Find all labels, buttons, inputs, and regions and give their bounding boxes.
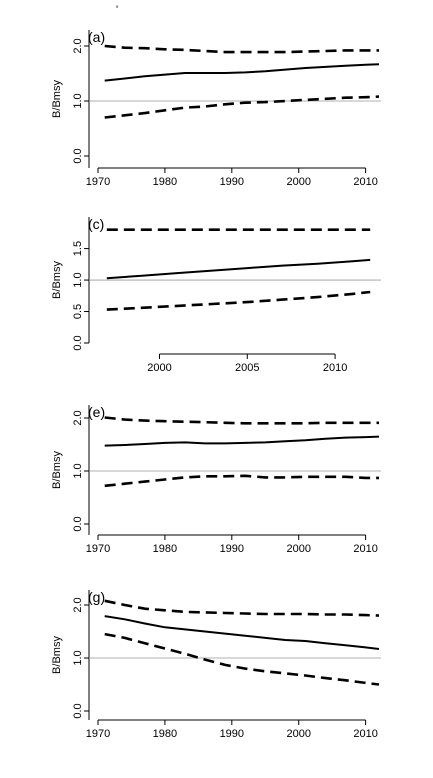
y-tick-label: 0.0: [72, 335, 84, 350]
y-axis-label: B/Bmsy: [51, 80, 63, 118]
series-line-2: [104, 95, 380, 119]
y-tick-label: 2.0: [72, 410, 84, 425]
x-tick-label: 1990: [220, 176, 244, 188]
series-line-0: [104, 416, 379, 425]
x-tick-label: 2000: [286, 543, 310, 555]
y-axis-label: B/Bmsy: [51, 261, 63, 299]
series-line-2: [104, 632, 380, 686]
y-tick-label: 1.0: [72, 272, 84, 287]
x-tick-label: 1990: [220, 728, 244, 740]
y-tick-label: 0.0: [72, 516, 84, 531]
x-tick-label: 2010: [353, 176, 377, 188]
panel-2: 0.0 1.0 2.0 B/Bmsy 1970 1980 1990 2000 2010 (e): [51, 404, 381, 555]
panel-label: (g): [88, 589, 105, 605]
series-line-1: [104, 63, 380, 82]
x-tick-label: 2010: [353, 543, 377, 555]
x-tick-label: 2010: [353, 728, 377, 740]
y-axis-label: B/Bmsy: [51, 451, 63, 489]
y-tick-label: 0.5: [72, 304, 84, 319]
y-tick-label: 2.0: [72, 38, 84, 53]
x-tick-label: 1980: [153, 728, 177, 740]
series-line-1: [106, 258, 371, 280]
series-line-1: [104, 615, 380, 650]
y-tick-label: 2.0: [72, 597, 84, 612]
stray-mark: ': [116, 4, 119, 16]
x-tick-label: 2000: [286, 728, 310, 740]
x-tick-label: 2005: [235, 362, 259, 374]
panel-1: 0.0 0.5 1.0 1.5 B/Bmsy 2000 2005 2010 (c): [51, 216, 381, 374]
series-line-0: [104, 599, 380, 617]
x-tick-label: 1980: [153, 543, 177, 555]
panel-0: 0.0 1.0 2.0 B/Bmsy 1970 1980 1990 2000 2010 (a): [51, 29, 381, 188]
x-tick-label: 1990: [220, 543, 244, 555]
panel-label: (c): [88, 216, 104, 232]
y-tick-label: 1.0: [72, 93, 84, 108]
panel-label: (e): [88, 404, 105, 420]
x-tick-label: 1970: [86, 543, 110, 555]
y-tick-label: 0.0: [72, 703, 84, 718]
y-tick-label: 0.0: [72, 148, 84, 163]
series-line-1: [104, 435, 380, 447]
y-tick-label: 1.5: [72, 241, 84, 256]
panel-3: 0.0 1.0 2.0 B/Bmsy 1970 1980 1990 2000 2010 (g): [51, 589, 381, 740]
x-tick-label: 1970: [86, 728, 110, 740]
y-tick-label: 1.0: [72, 463, 84, 478]
x-tick-label: 1970: [86, 176, 110, 188]
y-axis-label: B/Bmsy: [51, 636, 63, 674]
x-tick-label: 2000: [147, 362, 171, 374]
x-tick-label: 2000: [286, 176, 310, 188]
panel-label: (a): [88, 29, 105, 45]
series-line-0: [104, 44, 379, 54]
series-line-2: [106, 290, 371, 311]
x-tick-label: 1980: [153, 176, 177, 188]
y-tick-label: 1.0: [72, 650, 84, 665]
x-tick-label: 2010: [323, 362, 347, 374]
series-line-2: [104, 474, 379, 488]
